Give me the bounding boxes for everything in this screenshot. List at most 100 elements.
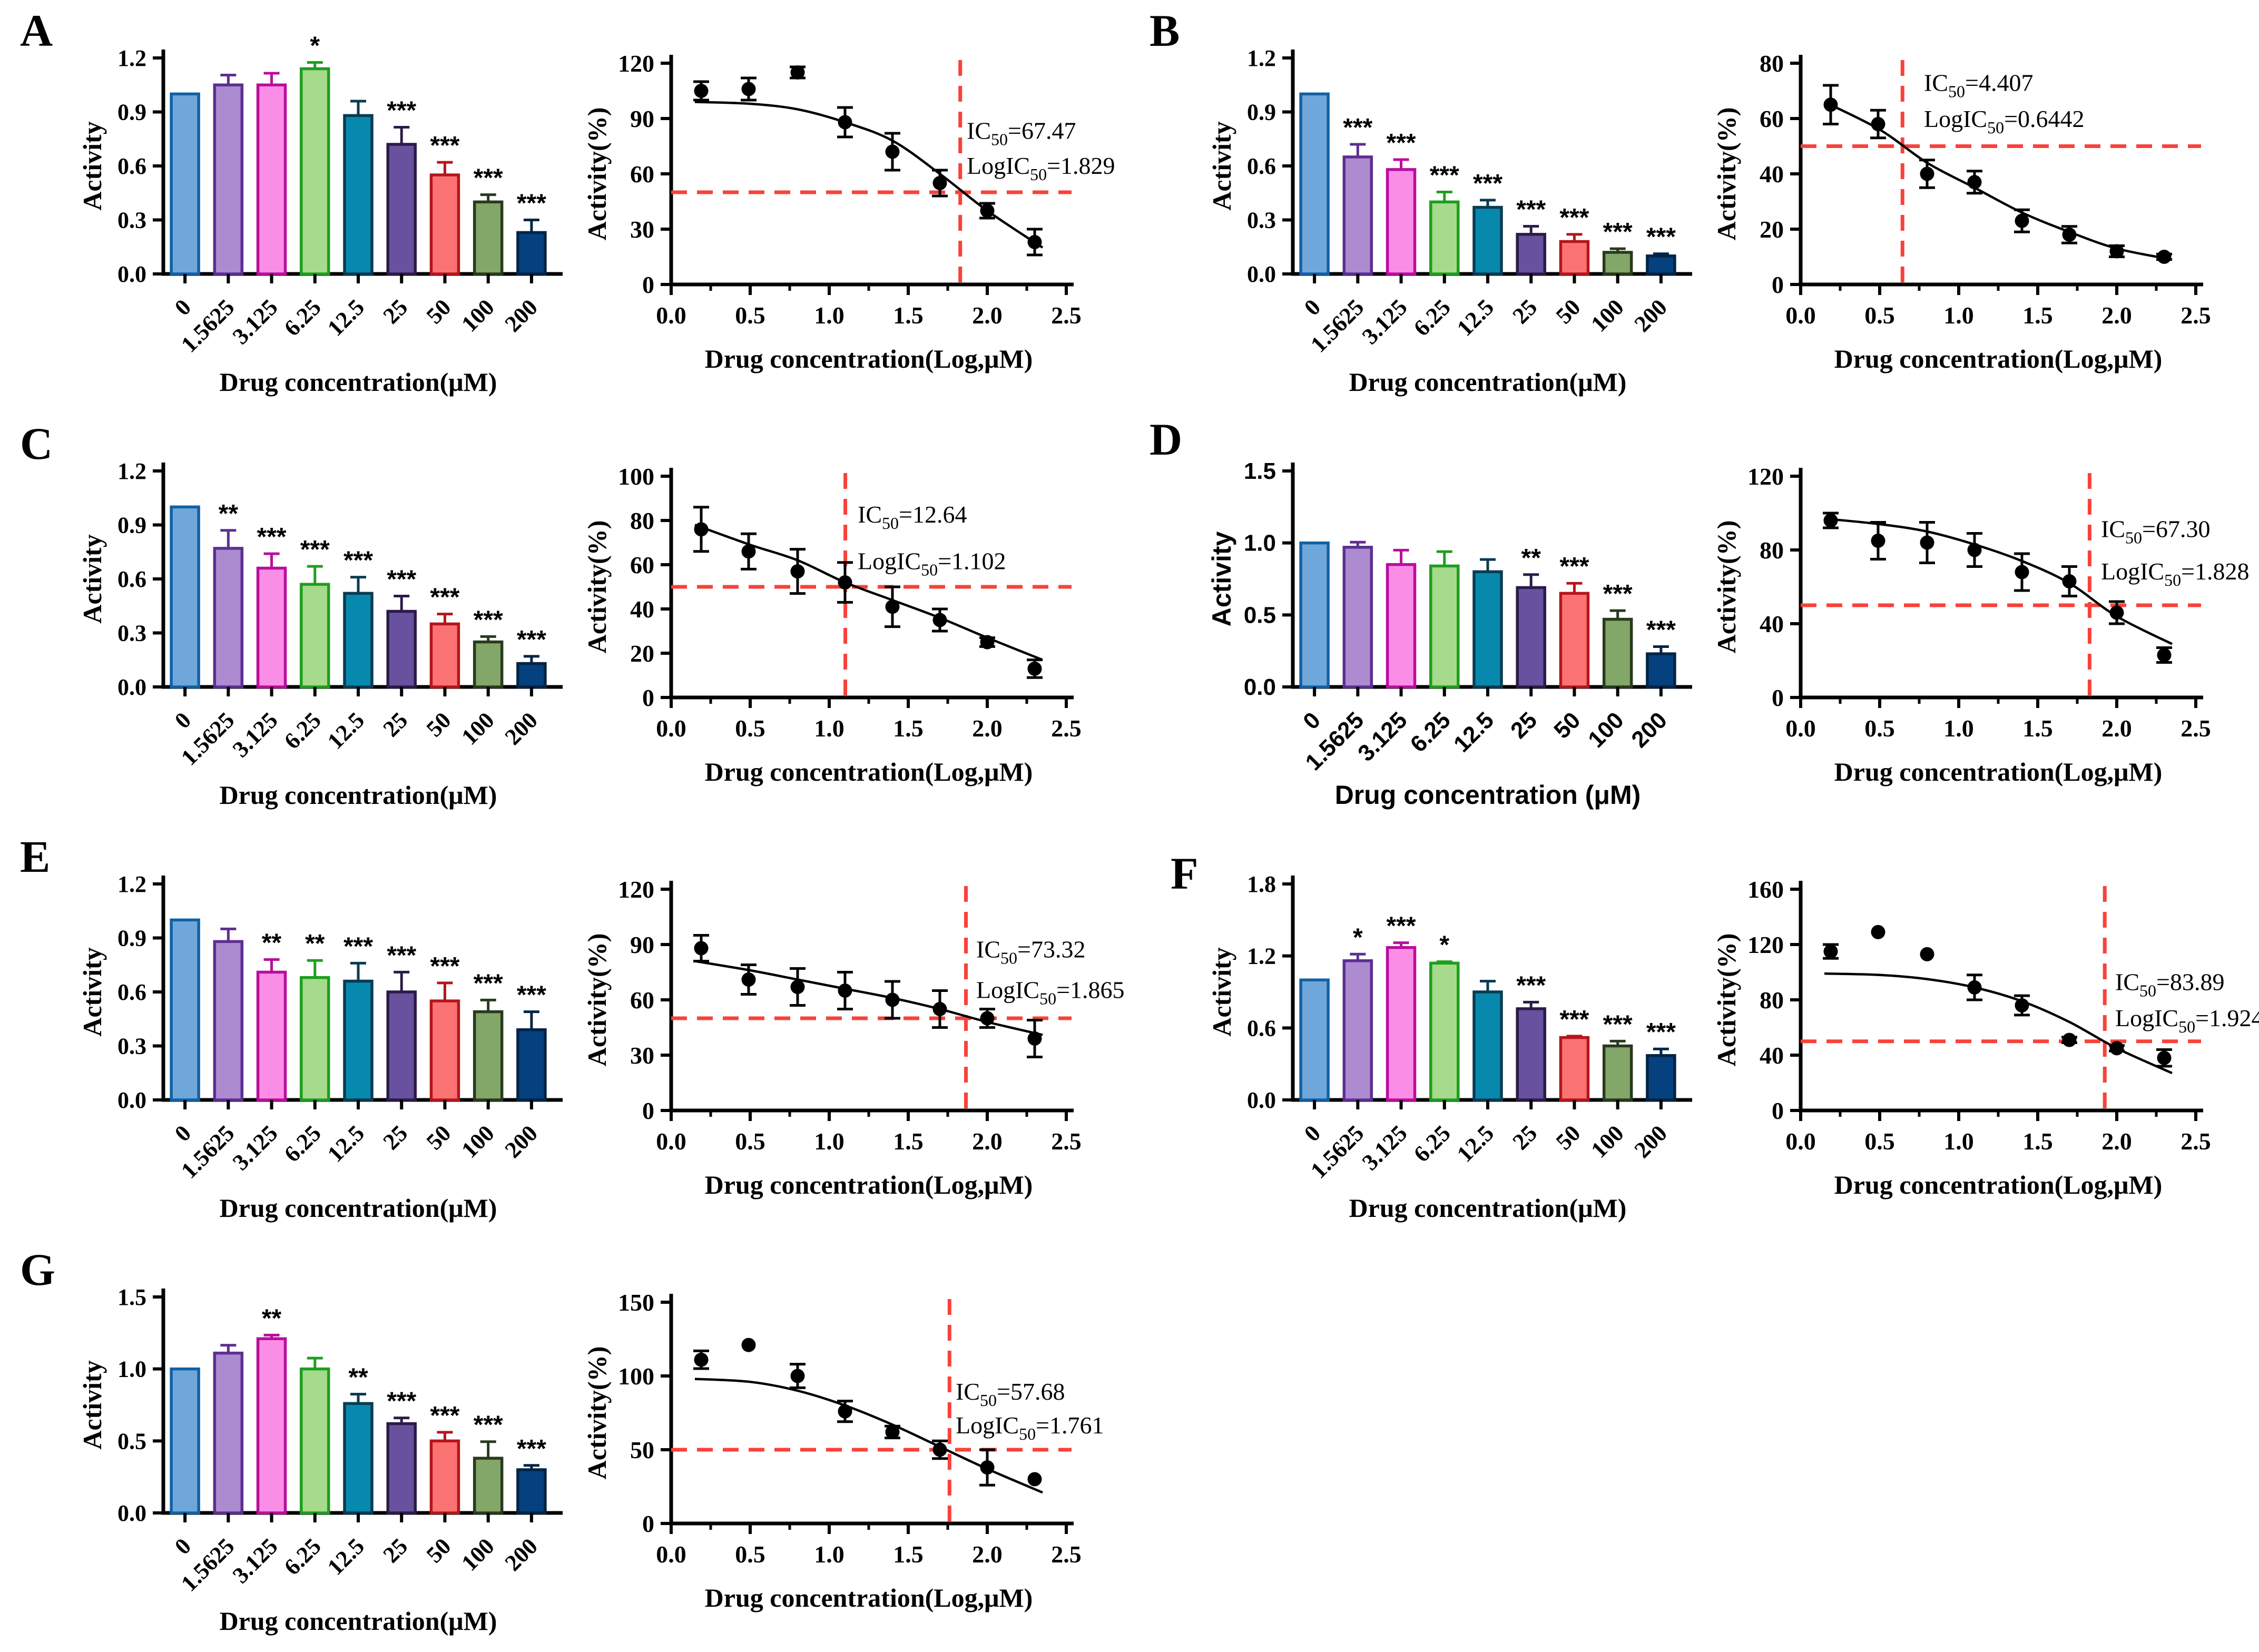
y-tick-label: 1.5 [1244,458,1276,484]
x-tick-label: 2.0 [972,1541,1003,1568]
x-tick-label: 25 [378,294,413,329]
bar-chart-A: 0.00.30.60.91.201.56253.125*6.2512.5***2… [77,32,563,397]
data-point [2062,1032,2077,1047]
data-point [790,65,805,80]
data-point [1967,980,1982,995]
data-point [2157,250,2172,264]
y-tick-label: 0.0 [117,674,146,700]
bar [1516,1007,1546,1102]
data-point [2157,1050,2172,1065]
logic50-annotation: LogIC50=1.102 [858,547,1006,579]
data-point [1871,925,1885,939]
y-tick-label: 0.9 [117,100,146,125]
x-tick-label: 3.125 [228,707,283,762]
x-tick-label: 200 [500,1120,543,1163]
x-tick-label: 100 [456,294,499,337]
y-axis-label: Activity [1207,532,1236,627]
x-tick-label: 6.25 [1409,1120,1456,1167]
x-axis-label: Drug concentration(Log,μM) [705,1583,1033,1612]
x-tick-label: 0.5 [735,1128,765,1155]
bar [213,1351,244,1515]
x-tick-label: 200 [500,294,543,337]
x-tick-label: 6.25 [279,1120,326,1167]
x-tick-label: 100 [1586,1120,1628,1163]
sig-star: *** [1559,553,1589,581]
data-point [1871,534,1885,548]
sig-star: *** [474,164,503,192]
data-point [2015,998,2029,1012]
x-tick-label: 3.125 [228,1533,283,1588]
x-axis-label: Drug concentration(μM) [220,780,497,810]
bar [300,67,330,276]
bar [429,622,460,689]
data-point [2109,605,2124,620]
data-point [2109,244,2124,259]
y-tick-label: 0.0 [117,261,146,287]
sig-star: *** [1473,170,1502,198]
data-point [885,144,900,159]
bar [300,1367,330,1515]
bar [1472,990,1503,1102]
x-tick-label: 6.25 [1409,294,1456,341]
sig-star: *** [1387,912,1416,940]
bar [1472,570,1503,689]
y-tick-label: 0.0 [1247,261,1276,287]
bar [386,1422,417,1515]
data-point [1920,947,1934,961]
data-point [694,84,709,98]
curve-chart-E: 0 30 60 90 120 0.0 0.5 1.0 1.5 2.0 2.5 IC50=73.32 Lo… [582,876,1125,1199]
bar [473,1010,504,1102]
y-tick-label: 30 [630,1042,654,1069]
y-tick-label: 30 [630,216,654,243]
x-tick-label: 50 [421,1533,456,1568]
bar [170,1367,200,1515]
x-axis-label: Drug concentration(μM) [220,1606,497,1636]
sig-star: *** [517,626,546,654]
y-tick-label: 0.6 [117,153,146,179]
x-tick-label: 2.5 [2181,302,2211,329]
bar [1472,205,1503,276]
data-point [1027,1031,1042,1046]
x-axis-label: Drug concentration (μM) [1335,780,1641,810]
bar [170,918,200,1102]
bar [1559,240,1590,276]
y-tick-label: 120 [1747,931,1784,958]
bar [1386,563,1417,689]
bar [1559,592,1590,689]
x-tick-label: 3.125 [1357,1120,1412,1175]
y-tick-label: 1.0 [117,1356,146,1382]
x-tick-label: 200 [1629,294,1672,337]
x-tick-label: 25 [1508,1120,1543,1155]
x-tick-label: 50 [421,707,456,742]
data-point [741,1338,756,1352]
y-tick-label: 0.6 [1247,153,1276,179]
x-tick-label: 2.5 [1051,1541,1082,1568]
x-tick-label: 0.0 [1785,715,1816,742]
ic50-annotation: IC50=57.68 [956,1378,1065,1410]
sig-star: *** [1603,580,1633,608]
x-tick-label: 100 [1583,707,1629,753]
y-tick-label: 0.5 [1244,602,1276,628]
x-tick-label: 200 [1626,707,1672,753]
x-tick-label: 2.0 [2101,302,2132,329]
x-tick-label: 0.5 [735,715,765,742]
x-tick-label: 2.5 [2181,715,2211,742]
y-tick-label: 40 [1760,1042,1784,1069]
y-tick-label: 0 [1772,271,1784,298]
x-axis-label: Drug concentration(Log,μM) [1834,757,2163,786]
ic50-annotation: IC50=73.32 [976,936,1085,968]
y-tick-label: 80 [1760,987,1784,1014]
bar-chart-E: 0.00.30.60.91.201.5625**3.125**6.25***12… [77,871,563,1223]
y-tick-label: 0 [642,1510,654,1537]
y-tick-label: 150 [618,1289,654,1316]
x-axis-label: Drug concentration(Log,μM) [705,344,1033,373]
data-point [932,1442,947,1457]
bar [386,609,417,689]
y-tick-label: 1.2 [117,458,146,484]
x-tick-label: 25 [378,707,413,742]
x-tick-label: 0.5 [735,302,765,329]
data-point [932,613,947,627]
logic50-annotation: LogIC50=1.924 [2115,1005,2259,1036]
x-tick-label: 3.125 [228,294,283,349]
bar [213,547,244,689]
